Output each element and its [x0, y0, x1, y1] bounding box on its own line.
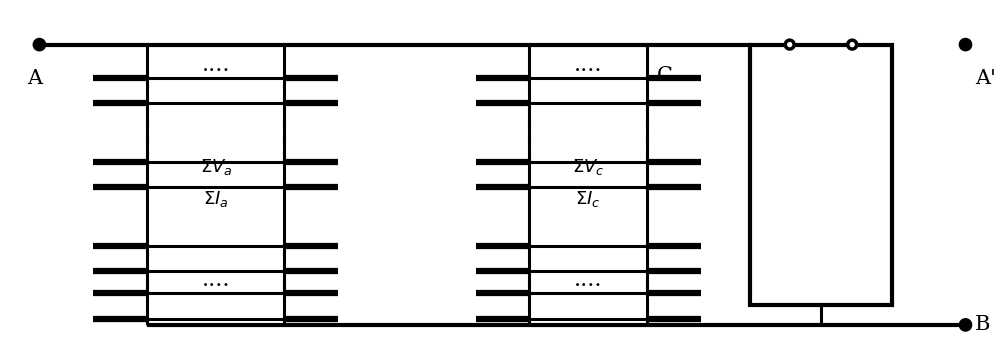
Text: ....: ....	[574, 54, 602, 76]
Text: B: B	[975, 315, 991, 334]
Text: A: A	[27, 69, 42, 88]
Circle shape	[848, 40, 857, 49]
Text: ....: ....	[202, 269, 230, 291]
Text: $\Sigma V_c$: $\Sigma V_c$	[572, 157, 604, 177]
Circle shape	[959, 319, 972, 331]
Text: ....: ....	[202, 54, 230, 76]
Circle shape	[959, 38, 972, 51]
Text: M: M	[807, 162, 835, 188]
Circle shape	[33, 38, 46, 51]
Text: C: C	[657, 66, 673, 85]
Bar	[750, 45, 892, 305]
Text: $\Sigma I_c$: $\Sigma I_c$	[575, 190, 601, 209]
Text: ....: ....	[574, 269, 602, 291]
Text: A': A'	[975, 69, 996, 88]
Circle shape	[785, 40, 794, 49]
Text: $\Sigma I_a$: $\Sigma I_a$	[203, 190, 229, 209]
Text: $\Sigma V_a$: $\Sigma V_a$	[200, 157, 232, 177]
